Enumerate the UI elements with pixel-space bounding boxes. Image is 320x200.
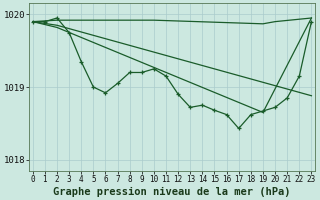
X-axis label: Graphe pression niveau de la mer (hPa): Graphe pression niveau de la mer (hPa) [53, 186, 291, 197]
